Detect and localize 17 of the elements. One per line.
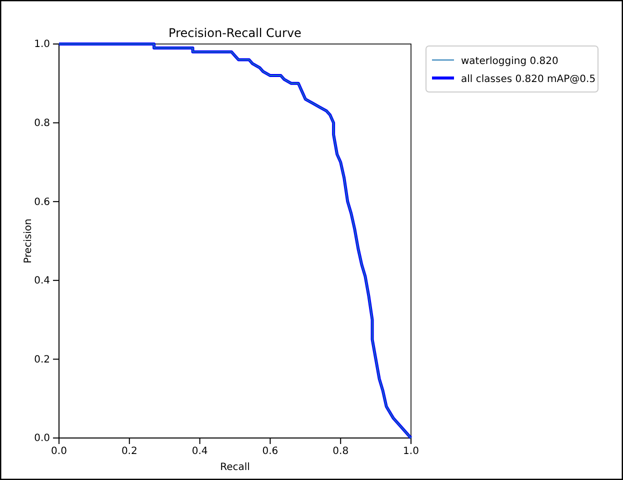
y-tick-label: 1.0 xyxy=(34,39,50,50)
y-tick-label: 0.2 xyxy=(34,354,50,366)
x-axis-title: Recall xyxy=(220,462,250,473)
y-tick-label: 0.8 xyxy=(34,118,50,129)
y-tick-label: 0.0 xyxy=(34,433,50,444)
y-axis-title: Precision xyxy=(23,218,34,264)
x-tick-label: 0.0 xyxy=(51,446,67,458)
chart-title: Precision-Recall Curve xyxy=(168,26,302,40)
y-tick-label: 0.4 xyxy=(34,276,50,287)
x-tick-label: 0.4 xyxy=(192,446,208,458)
legend-label: waterlogging 0.820 xyxy=(461,56,558,67)
x-tick-label: 0.8 xyxy=(332,446,349,458)
legend-label: all classes 0.820 mAP@0.5 xyxy=(461,74,596,85)
x-tick-label: 1.0 xyxy=(403,446,419,458)
x-tick-label: 0.6 xyxy=(262,446,278,458)
x-tick-label: 0.2 xyxy=(121,446,138,458)
y-tick-label: 0.6 xyxy=(34,196,50,208)
